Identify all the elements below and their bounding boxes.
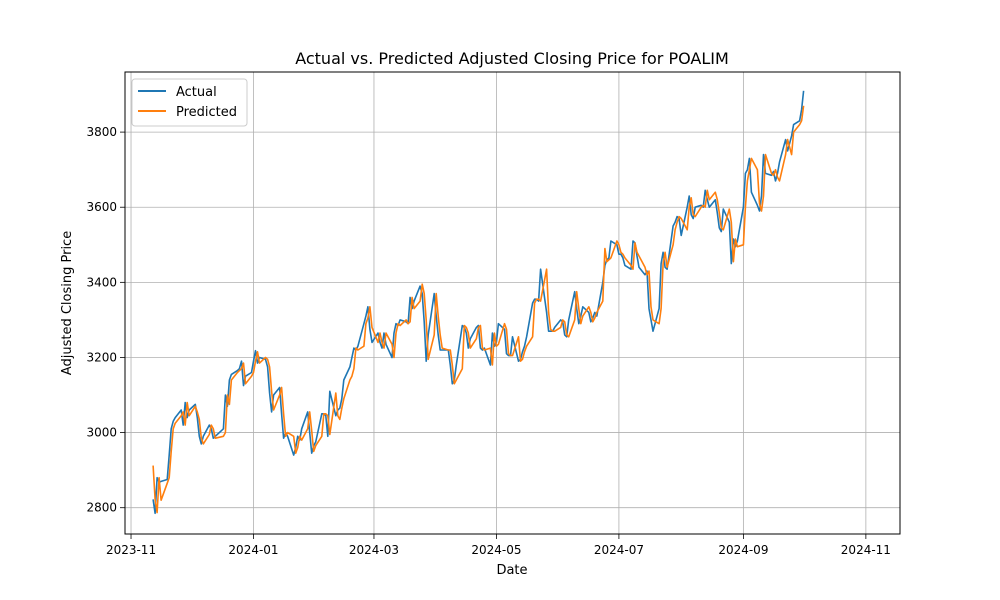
y-tick-label: 2800 — [86, 501, 117, 515]
series-line-predicted — [152, 105, 805, 514]
y-tick-label: 3600 — [86, 200, 117, 214]
x-tick-label: 2024-03 — [349, 543, 399, 557]
y-tick-label: 3000 — [86, 426, 117, 440]
grid-lines — [125, 72, 900, 534]
x-axis-label: Date — [496, 563, 527, 578]
legend-label-predicted: Predicted — [176, 105, 237, 120]
y-tick-label: 3200 — [86, 350, 117, 364]
x-tick-label: 2024-05 — [471, 543, 521, 557]
series-layer — [152, 90, 805, 515]
x-tick-label: 2024-01 — [228, 543, 278, 557]
x-axis-ticks: 2023-11 2024-01 2024-03 2024-05 2024-07 2024-… — [106, 534, 891, 557]
x-tick-label: 2024-09 — [718, 543, 768, 557]
y-axis-ticks: 2800 3000 3200 3400 3600 3800 — [86, 125, 125, 515]
x-tick-label: 2023-11 — [106, 543, 156, 557]
plot-frame — [124, 71, 901, 535]
y-axis-label: Adjusted Closing Price — [60, 231, 75, 375]
series-line-actual — [152, 90, 805, 515]
legend-label-actual: Actual — [176, 85, 217, 100]
y-tick-label: 3400 — [86, 275, 117, 289]
y-tick-label: 3800 — [86, 125, 117, 139]
x-tick-label: 2024-11 — [841, 543, 891, 557]
chart-title: Actual vs. Predicted Adjusted Closing Pr… — [295, 49, 729, 68]
legend: Actual Predicted — [131, 78, 248, 127]
x-tick-label: 2024-07 — [594, 543, 644, 557]
